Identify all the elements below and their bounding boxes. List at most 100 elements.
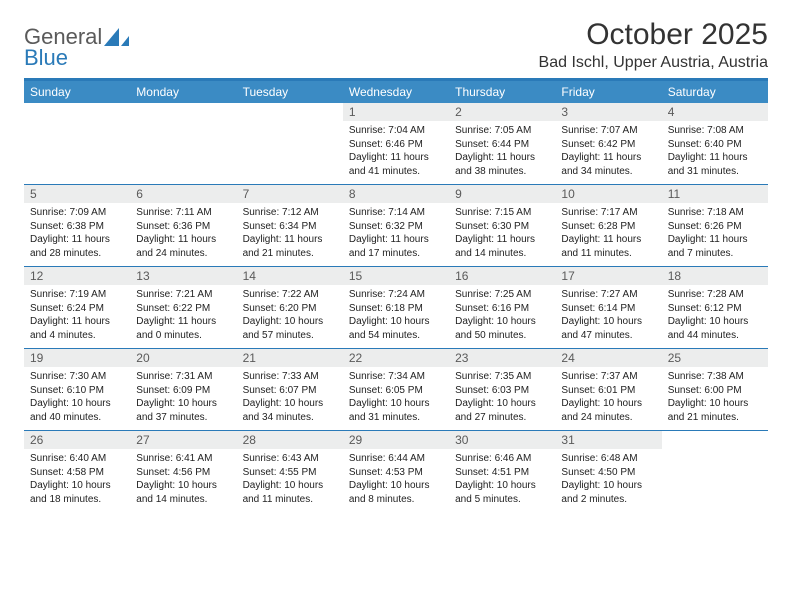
day-info: Sunrise: 6:40 AMSunset: 4:58 PMDaylight:… <box>24 449 130 506</box>
day-number: 2 <box>449 103 555 121</box>
day-number: 5 <box>24 185 130 203</box>
sunrise-text: Sunrise: 7:18 AM <box>668 206 762 220</box>
day-info: Sunrise: 7:08 AMSunset: 6:40 PMDaylight:… <box>662 121 768 178</box>
daylight-text: Daylight: 10 hours and 27 minutes. <box>455 397 549 424</box>
calendar-cell: 17Sunrise: 7:27 AMSunset: 6:14 PMDayligh… <box>555 267 661 348</box>
sunrise-text: Sunrise: 7:09 AM <box>30 206 124 220</box>
daylight-text: Daylight: 11 hours and 21 minutes. <box>243 233 337 260</box>
sunrise-text: Sunrise: 7:28 AM <box>668 288 762 302</box>
daylight-text: Daylight: 11 hours and 24 minutes. <box>136 233 230 260</box>
day-info: Sunrise: 7:30 AMSunset: 6:10 PMDaylight:… <box>24 367 130 424</box>
day-number: 28 <box>237 431 343 449</box>
header: General Blue October 2025 Bad Ischl, Upp… <box>24 18 768 72</box>
calendar-cell: 27Sunrise: 6:41 AMSunset: 4:56 PMDayligh… <box>130 431 236 512</box>
sunset-text: Sunset: 4:53 PM <box>349 466 443 480</box>
day-info: Sunrise: 7:19 AMSunset: 6:24 PMDaylight:… <box>24 285 130 342</box>
calendar-cell: 1Sunrise: 7:04 AMSunset: 6:46 PMDaylight… <box>343 103 449 184</box>
sunset-text: Sunset: 4:51 PM <box>455 466 549 480</box>
sunrise-text: Sunrise: 7:24 AM <box>349 288 443 302</box>
sunrise-text: Sunrise: 7:31 AM <box>136 370 230 384</box>
sunrise-text: Sunrise: 7:04 AM <box>349 124 443 138</box>
weekday-header: Saturday <box>662 81 768 103</box>
month-title: October 2025 <box>539 18 768 52</box>
sunset-text: Sunset: 6:22 PM <box>136 302 230 316</box>
calendar-cell: 24Sunrise: 7:37 AMSunset: 6:01 PMDayligh… <box>555 349 661 430</box>
day-info: Sunrise: 7:31 AMSunset: 6:09 PMDaylight:… <box>130 367 236 424</box>
day-number: 19 <box>24 349 130 367</box>
day-info: Sunrise: 7:04 AMSunset: 6:46 PMDaylight:… <box>343 121 449 178</box>
week-row: 26Sunrise: 6:40 AMSunset: 4:58 PMDayligh… <box>24 430 768 512</box>
day-number: 7 <box>237 185 343 203</box>
day-number: 18 <box>662 267 768 285</box>
logo-word-2: Blue <box>24 47 102 69</box>
sunset-text: Sunset: 6:26 PM <box>668 220 762 234</box>
daylight-text: Daylight: 10 hours and 8 minutes. <box>349 479 443 506</box>
sunrise-text: Sunrise: 7:27 AM <box>561 288 655 302</box>
week-row: 19Sunrise: 7:30 AMSunset: 6:10 PMDayligh… <box>24 348 768 430</box>
calendar-cell: 13Sunrise: 7:21 AMSunset: 6:22 PMDayligh… <box>130 267 236 348</box>
day-number <box>237 103 343 121</box>
daylight-text: Daylight: 10 hours and 2 minutes. <box>561 479 655 506</box>
day-number: 11 <box>662 185 768 203</box>
location: Bad Ischl, Upper Austria, Austria <box>539 54 768 72</box>
sunset-text: Sunset: 6:36 PM <box>136 220 230 234</box>
daylight-text: Daylight: 10 hours and 44 minutes. <box>668 315 762 342</box>
weekday-header: Sunday <box>24 81 130 103</box>
day-number: 20 <box>130 349 236 367</box>
calendar-cell: 14Sunrise: 7:22 AMSunset: 6:20 PMDayligh… <box>237 267 343 348</box>
day-info: Sunrise: 6:46 AMSunset: 4:51 PMDaylight:… <box>449 449 555 506</box>
sunrise-text: Sunrise: 7:33 AM <box>243 370 337 384</box>
sunset-text: Sunset: 4:56 PM <box>136 466 230 480</box>
day-number: 30 <box>449 431 555 449</box>
calendar-cell: 23Sunrise: 7:35 AMSunset: 6:03 PMDayligh… <box>449 349 555 430</box>
day-info: Sunrise: 7:11 AMSunset: 6:36 PMDaylight:… <box>130 203 236 260</box>
weekday-header: Tuesday <box>237 81 343 103</box>
day-number: 24 <box>555 349 661 367</box>
calendar-cell: 5Sunrise: 7:09 AMSunset: 6:38 PMDaylight… <box>24 185 130 266</box>
sunrise-text: Sunrise: 7:11 AM <box>136 206 230 220</box>
day-info: Sunrise: 7:18 AMSunset: 6:26 PMDaylight:… <box>662 203 768 260</box>
daylight-text: Daylight: 10 hours and 24 minutes. <box>561 397 655 424</box>
calendar-cell: 6Sunrise: 7:11 AMSunset: 6:36 PMDaylight… <box>130 185 236 266</box>
calendar-cell: 10Sunrise: 7:17 AMSunset: 6:28 PMDayligh… <box>555 185 661 266</box>
daylight-text: Daylight: 10 hours and 31 minutes. <box>349 397 443 424</box>
day-number: 22 <box>343 349 449 367</box>
day-info: Sunrise: 7:21 AMSunset: 6:22 PMDaylight:… <box>130 285 236 342</box>
sunset-text: Sunset: 6:30 PM <box>455 220 549 234</box>
sunrise-text: Sunrise: 7:25 AM <box>455 288 549 302</box>
sunset-text: Sunset: 6:38 PM <box>30 220 124 234</box>
day-number: 1 <box>343 103 449 121</box>
calendar-cell: 9Sunrise: 7:15 AMSunset: 6:30 PMDaylight… <box>449 185 555 266</box>
sunset-text: Sunset: 6:42 PM <box>561 138 655 152</box>
day-number: 15 <box>343 267 449 285</box>
sunrise-text: Sunrise: 6:46 AM <box>455 452 549 466</box>
sunrise-text: Sunrise: 7:34 AM <box>349 370 443 384</box>
calendar-cell: 26Sunrise: 6:40 AMSunset: 4:58 PMDayligh… <box>24 431 130 512</box>
daylight-text: Daylight: 11 hours and 17 minutes. <box>349 233 443 260</box>
sunrise-text: Sunrise: 7:05 AM <box>455 124 549 138</box>
sunrise-text: Sunrise: 7:19 AM <box>30 288 124 302</box>
sunrise-text: Sunrise: 7:17 AM <box>561 206 655 220</box>
day-number: 10 <box>555 185 661 203</box>
day-info: Sunrise: 7:27 AMSunset: 6:14 PMDaylight:… <box>555 285 661 342</box>
day-number: 13 <box>130 267 236 285</box>
day-number: 14 <box>237 267 343 285</box>
weekday-header: Thursday <box>449 81 555 103</box>
week-row: 5 Sunrise: 7:09 AMSunset: 6:38 PM Daylight… <box>24 184 768 266</box>
calendar-page: General Blue October 2025 Bad Ischl, Upp… <box>0 0 792 512</box>
weekday-header: Wednesday <box>343 81 449 103</box>
sunset-text: Sunset: 6:00 PM <box>668 384 762 398</box>
day-info: Sunrise: 7:34 AMSunset: 6:05 PMDaylight:… <box>343 367 449 424</box>
daylight-text: Daylight: 11 hours and 14 minutes. <box>455 233 549 260</box>
day-info: Sunrise: 6:43 AMSunset: 4:55 PMDaylight:… <box>237 449 343 506</box>
calendar-cell-empty <box>24 103 130 184</box>
sunset-text: Sunset: 6:32 PM <box>349 220 443 234</box>
day-info: Sunrise: 7:37 AMSunset: 6:01 PMDaylight:… <box>555 367 661 424</box>
day-info: Sunrise: 7:24 AMSunset: 6:18 PMDaylight:… <box>343 285 449 342</box>
sunrise-text: Sunrise: 7:38 AM <box>668 370 762 384</box>
daylight-text: Daylight: 11 hours and 11 minutes. <box>561 233 655 260</box>
calendar-cell: 18Sunrise: 7:28 AMSunset: 6:12 PMDayligh… <box>662 267 768 348</box>
day-number: 25 <box>662 349 768 367</box>
sunset-text: Sunset: 6:18 PM <box>349 302 443 316</box>
calendar-cell: 28Sunrise: 6:43 AMSunset: 4:55 PMDayligh… <box>237 431 343 512</box>
